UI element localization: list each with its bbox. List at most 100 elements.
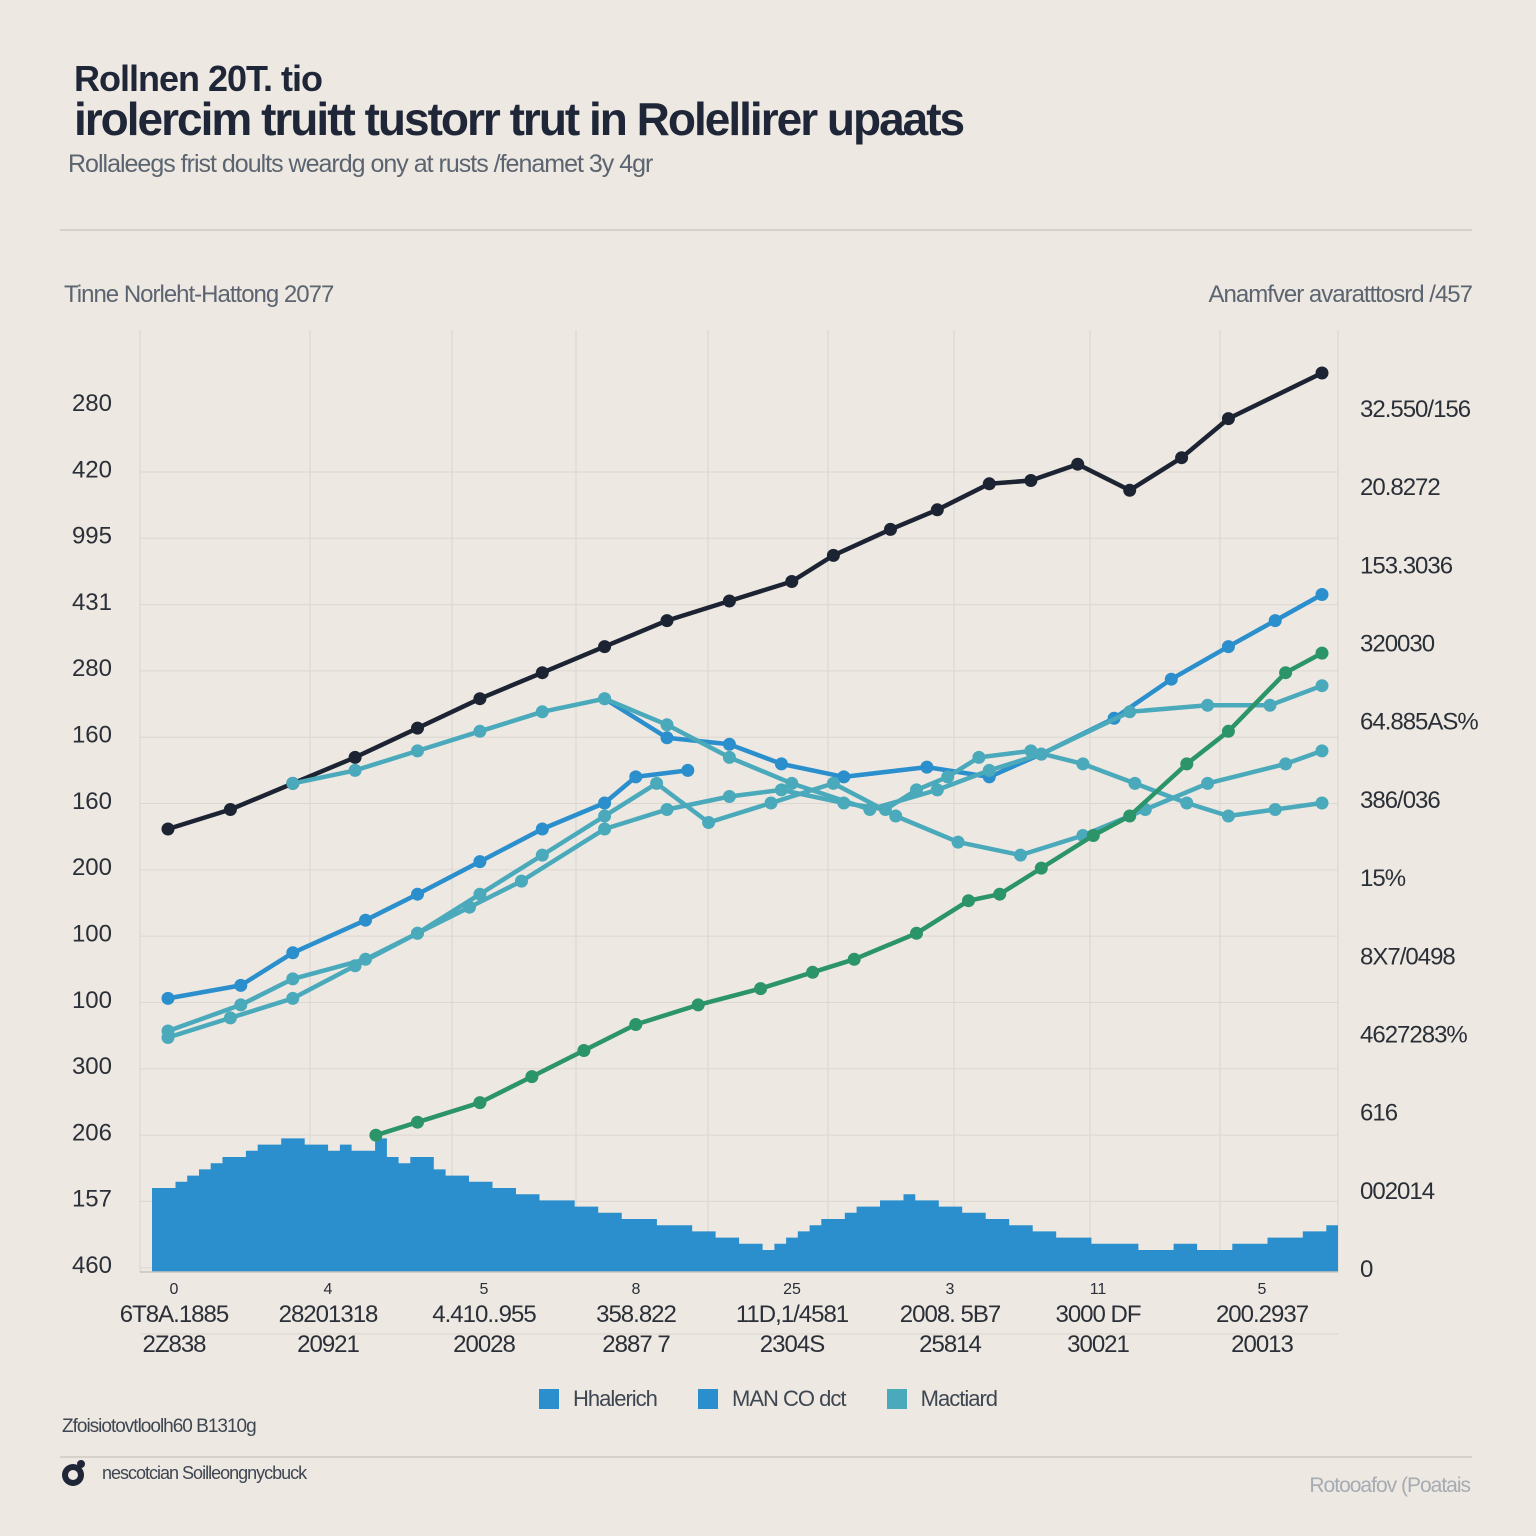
data-point-teal-mid <box>660 803 674 816</box>
data-point-green <box>1123 809 1137 823</box>
brand: nescotcian Soilleongnycbuck <box>58 1458 307 1488</box>
data-point-blue-upper <box>920 760 934 774</box>
y-tick-label-right: 4627283% <box>1360 1021 1467 1048</box>
x-tick-label: 358.822 <box>596 1301 676 1328</box>
data-point-dark <box>722 594 736 608</box>
data-point-dark <box>982 477 996 491</box>
legend-item[interactable]: Mactiard <box>886 1386 998 1412</box>
data-point-green <box>691 998 705 1012</box>
series-line-dark <box>165 370 1325 832</box>
data-point-teal-lower <box>826 776 840 790</box>
x-tick-label-secondary: 20921 <box>297 1331 359 1358</box>
legend-swatch <box>538 1389 559 1409</box>
legend-item[interactable]: Hhalerich <box>538 1386 658 1412</box>
y-tick-label-right: 32.550/156 <box>1360 396 1471 423</box>
x-tick-label: 4.410..955 <box>432 1301 536 1328</box>
data-point-dark <box>1071 457 1085 471</box>
x-tick-label-secondary: 25814 <box>919 1331 981 1358</box>
y-tick-label-left: 280 <box>72 655 112 682</box>
data-point-green <box>806 965 820 979</box>
y-tick-label-left: 420 <box>72 456 112 483</box>
data-point-green <box>629 1018 643 1031</box>
y-tick-label-left: 460 <box>72 1252 112 1279</box>
x-tick-mark: 25 <box>783 1281 801 1298</box>
data-point-teal-lower <box>473 887 487 901</box>
data-point-green <box>847 952 861 966</box>
source-credit: Rotooafov (Poatais <box>1309 1474 1471 1497</box>
right-axis-caption: Anamfver avaratttosrd /457 <box>1208 281 1473 308</box>
data-point-teal-mid <box>598 822 612 836</box>
data-point-teal-upper <box>348 763 362 777</box>
brand-logo-icon <box>62 1460 85 1486</box>
data-point-teal-lower <box>1201 776 1215 790</box>
data-point-teal-lower <box>889 809 903 823</box>
data-point-blue-lower <box>473 855 487 869</box>
data-point-teal-upper <box>660 718 674 732</box>
data-point-teal-mid <box>1180 796 1194 810</box>
data-point-dark <box>884 522 897 536</box>
data-point-teal-mid <box>1076 757 1090 771</box>
data-point-teal-lower <box>411 926 424 940</box>
y-tick-label-right: 20.8272 <box>1360 474 1440 501</box>
x-tick-mark: 5 <box>480 1281 489 1298</box>
x-tick-label: 11D,1/4581 <box>736 1301 849 1328</box>
x-tick-label: 6T8A.1885 <box>120 1301 229 1328</box>
data-point-teal-upper <box>1315 679 1329 693</box>
data-point-teal-mid <box>1221 809 1235 823</box>
legend-label: MAN CO dct <box>732 1386 846 1411</box>
y-tick-label-right: 0 <box>1360 1256 1373 1283</box>
x-tick-mark: 8 <box>632 1281 641 1298</box>
chart-legend: Hhalerich MAN CO dct Mactiard <box>0 1386 1536 1415</box>
y-tick-label-left: 160 <box>72 722 112 749</box>
data-point-teal-upper <box>785 776 799 790</box>
x-tick-mark: 5 <box>1258 1281 1267 1298</box>
data-point-blue-lower <box>629 770 643 784</box>
data-point-blue-lower <box>535 822 549 836</box>
y-tick-label-left: 280 <box>72 390 112 417</box>
data-point-teal-upper <box>411 744 424 758</box>
data-point-dark <box>535 666 549 680</box>
data-point-dark <box>1221 412 1235 426</box>
data-point-green <box>1086 829 1100 842</box>
y-tick-label-right: 64.885AS% <box>1360 709 1478 736</box>
data-point-dark <box>826 548 840 562</box>
data-point-teal-mid <box>286 972 300 986</box>
data-point-teal-lower <box>598 809 612 823</box>
data-point-blue-lower <box>234 978 248 992</box>
data-point-blue-lower <box>411 887 424 901</box>
x-tick-label: 28201318 <box>279 1301 378 1328</box>
data-point-teal-upper <box>930 783 944 797</box>
data-point-teal-mid <box>910 783 923 797</box>
data-point-green <box>754 982 768 996</box>
data-point-blue-lower <box>598 796 612 810</box>
x-tick-label-secondary: 30021 <box>1067 1331 1129 1358</box>
data-point-teal-mid <box>1024 744 1038 758</box>
y-tick-label-left: 100 <box>72 987 112 1014</box>
x-tick-label: 2008. 5B7 <box>900 1301 1001 1328</box>
data-point-teal-mid <box>941 770 955 784</box>
x-tick-label: 3000 DF <box>1055 1301 1140 1328</box>
x-tick-mark: 4 <box>324 1281 333 1298</box>
data-point-teal-mid <box>1268 803 1282 816</box>
x-tick-mark: 11 <box>1090 1281 1107 1298</box>
series-line-green <box>373 650 1325 1138</box>
legend-item[interactable]: MAN CO dct <box>698 1386 847 1412</box>
data-point-teal-upper <box>473 724 487 738</box>
y-tick-label-left: 995 <box>72 523 112 550</box>
data-point-green <box>1221 724 1235 738</box>
y-tick-label-left: 100 <box>72 920 112 947</box>
y-tick-label-right: 386/036 <box>1360 787 1440 814</box>
data-point-teal-upper <box>982 763 996 777</box>
legend-swatch <box>698 1389 719 1409</box>
data-point-blue-upper <box>1221 640 1235 654</box>
data-point-green <box>910 926 923 940</box>
legend-label: Mactiard <box>920 1386 998 1411</box>
data-point-teal-upper <box>722 750 736 764</box>
data-point-teal-upper <box>598 692 612 706</box>
y-tick-label-right: 153.3036 <box>1360 552 1453 579</box>
y-tick-label-left: 431 <box>72 589 112 616</box>
data-point-blue-upper <box>722 737 736 751</box>
data-point-green <box>577 1044 591 1057</box>
data-point-teal-mid <box>234 998 248 1012</box>
